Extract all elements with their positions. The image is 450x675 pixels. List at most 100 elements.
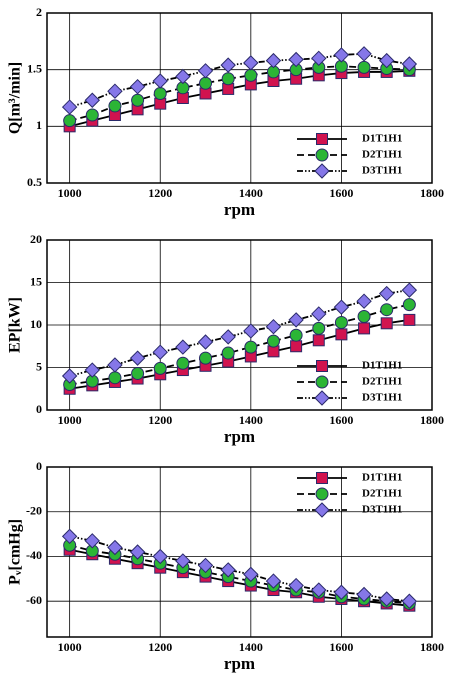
data-point: [378, 285, 395, 302]
data-point: [288, 312, 304, 328]
plot-frame: [46, 466, 433, 638]
data-point: [221, 72, 235, 86]
data-point: [85, 108, 99, 122]
data-point: [333, 299, 350, 315]
x-tick-label: 1600: [329, 640, 353, 654]
y-tick-label: -60: [26, 593, 42, 607]
data-point: [401, 282, 418, 298]
legend-label: D1T1H1: [362, 360, 402, 372]
y-tick-label: 10: [30, 317, 42, 331]
y-axis-label: EP[kW]: [7, 297, 24, 353]
data-point: [266, 334, 280, 348]
x-tick-label: 1200: [148, 640, 172, 654]
data-point: [311, 50, 327, 67]
data-point: [356, 46, 372, 62]
data-point: [131, 366, 145, 380]
x-tick-label: 1600: [329, 413, 353, 427]
legend-label: D3T1H1: [362, 392, 402, 404]
data-point: [243, 55, 259, 71]
data-point: [63, 114, 77, 128]
data-point: [312, 334, 325, 347]
x-tick-label: 1000: [58, 640, 82, 654]
legend-marker: [314, 390, 330, 406]
data-point: [244, 340, 258, 354]
data-point: [108, 99, 122, 113]
data-point: [220, 329, 236, 345]
y-tick-label: 15: [30, 274, 42, 288]
data-point: [265, 52, 282, 69]
x-tick-label: 1000: [58, 413, 82, 427]
x-axis-label: rpm: [224, 200, 255, 219]
x-tick-label: 1200: [148, 413, 172, 427]
data-point: [199, 351, 213, 365]
data-point: [333, 584, 350, 600]
data-point: [290, 340, 303, 353]
y-tick-label: 0: [36, 459, 42, 473]
data-point: [357, 60, 371, 74]
series-line: [69, 52, 410, 108]
data-point: [84, 92, 101, 108]
data-point: [380, 317, 393, 330]
data-point: [220, 562, 236, 578]
data-point: [356, 293, 372, 309]
data-point: [129, 350, 146, 366]
x-tick-label: 1600: [329, 186, 353, 200]
y-axis-label: Pᵥ[cmHg]: [7, 519, 24, 585]
y-tick-label: 2: [36, 5, 42, 19]
data-point: [107, 357, 123, 373]
legend-marker: [314, 163, 330, 179]
x-tick-label: 1800: [420, 413, 444, 427]
y-axis-label: Q[m³/min]: [7, 62, 24, 134]
data-point: [197, 334, 214, 350]
data-point: [403, 313, 416, 326]
x-tick-label: 1400: [239, 640, 263, 654]
data-point: [61, 99, 78, 115]
data-point: [107, 539, 123, 556]
x-axis-label: rpm: [224, 654, 255, 673]
legend-marker: [314, 502, 330, 518]
data-point: [358, 322, 371, 335]
x-tick-label: 1400: [239, 186, 263, 200]
data-point: [244, 68, 258, 82]
data-point: [108, 371, 122, 385]
series-line: [69, 535, 410, 603]
legend-label: D3T1H1: [362, 504, 402, 516]
data-point: [243, 323, 259, 339]
data-point: [333, 47, 350, 63]
data-point: [153, 86, 167, 100]
data-point: [357, 310, 371, 323]
data-point: [401, 593, 418, 609]
legend-label: D2T1H1: [362, 488, 402, 500]
data-point: [220, 57, 236, 73]
series-line: [69, 548, 410, 607]
legend-label: D1T1H1: [362, 472, 402, 484]
y-tick-label: 20: [30, 232, 42, 246]
data-point: [265, 573, 282, 589]
legend-marker: [316, 360, 328, 372]
data-point: [311, 306, 327, 322]
data-point: [152, 73, 168, 89]
legend-marker: [316, 133, 328, 145]
data-point: [152, 344, 168, 360]
data-point: [197, 557, 214, 574]
y-tick-label: 0: [36, 402, 42, 416]
legend-marker: [316, 472, 328, 484]
data-point: [288, 577, 304, 594]
data-point: [243, 566, 259, 583]
data-point: [175, 553, 191, 569]
x-tick-label: 1000: [58, 186, 82, 200]
series-line: [69, 69, 410, 128]
data-point: [176, 356, 190, 370]
data-point: [129, 78, 146, 95]
legend-label: D2T1H1: [362, 149, 402, 161]
data-point: [311, 582, 327, 598]
data-point: [175, 339, 191, 355]
legend-label: D3T1H1: [362, 165, 402, 177]
data-point: [312, 321, 326, 335]
x-tick-label: 1400: [239, 413, 263, 427]
data-point: [197, 63, 214, 79]
data-point: [334, 315, 348, 329]
data-point: [221, 346, 235, 360]
legend-label: D1T1H1: [362, 133, 402, 145]
